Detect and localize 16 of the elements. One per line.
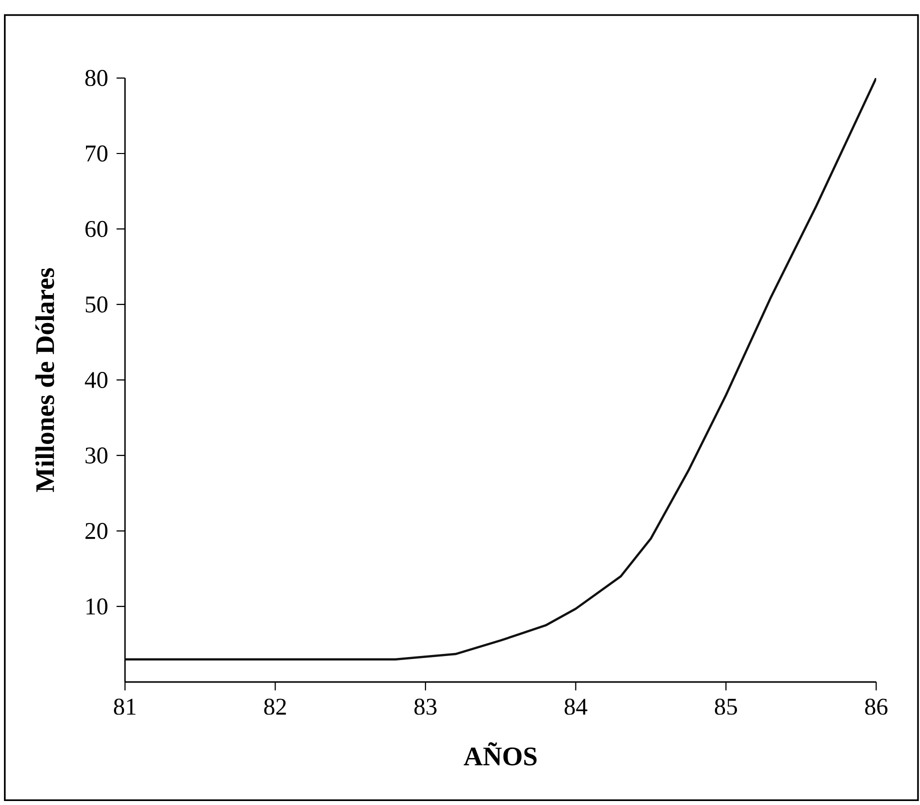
x-tick-label: 86 bbox=[865, 698, 888, 715]
y-tick-label: 20 bbox=[85, 522, 108, 540]
y-tick-label: 60 bbox=[85, 220, 108, 238]
y-tick-label: 10 bbox=[86, 598, 108, 615]
x-axis-title: AÑOS bbox=[464, 742, 537, 766]
x-tick-label: 81 bbox=[114, 698, 136, 715]
x-tick-label: 85 bbox=[714, 698, 737, 715]
y-tick-label: 40 bbox=[84, 372, 108, 388]
x-tick-label: 83 bbox=[414, 698, 437, 715]
x-tick-label: 84 bbox=[564, 698, 588, 715]
y-tick-label: 50 bbox=[86, 296, 108, 313]
x-tick-label: 82 bbox=[264, 698, 286, 715]
y-tick-label: 70 bbox=[86, 145, 108, 162]
y-tick-label: 80 bbox=[85, 70, 108, 86]
y-tick-label: 30 bbox=[86, 447, 108, 464]
y-axis-title: Millones de Dólares bbox=[35, 268, 54, 492]
